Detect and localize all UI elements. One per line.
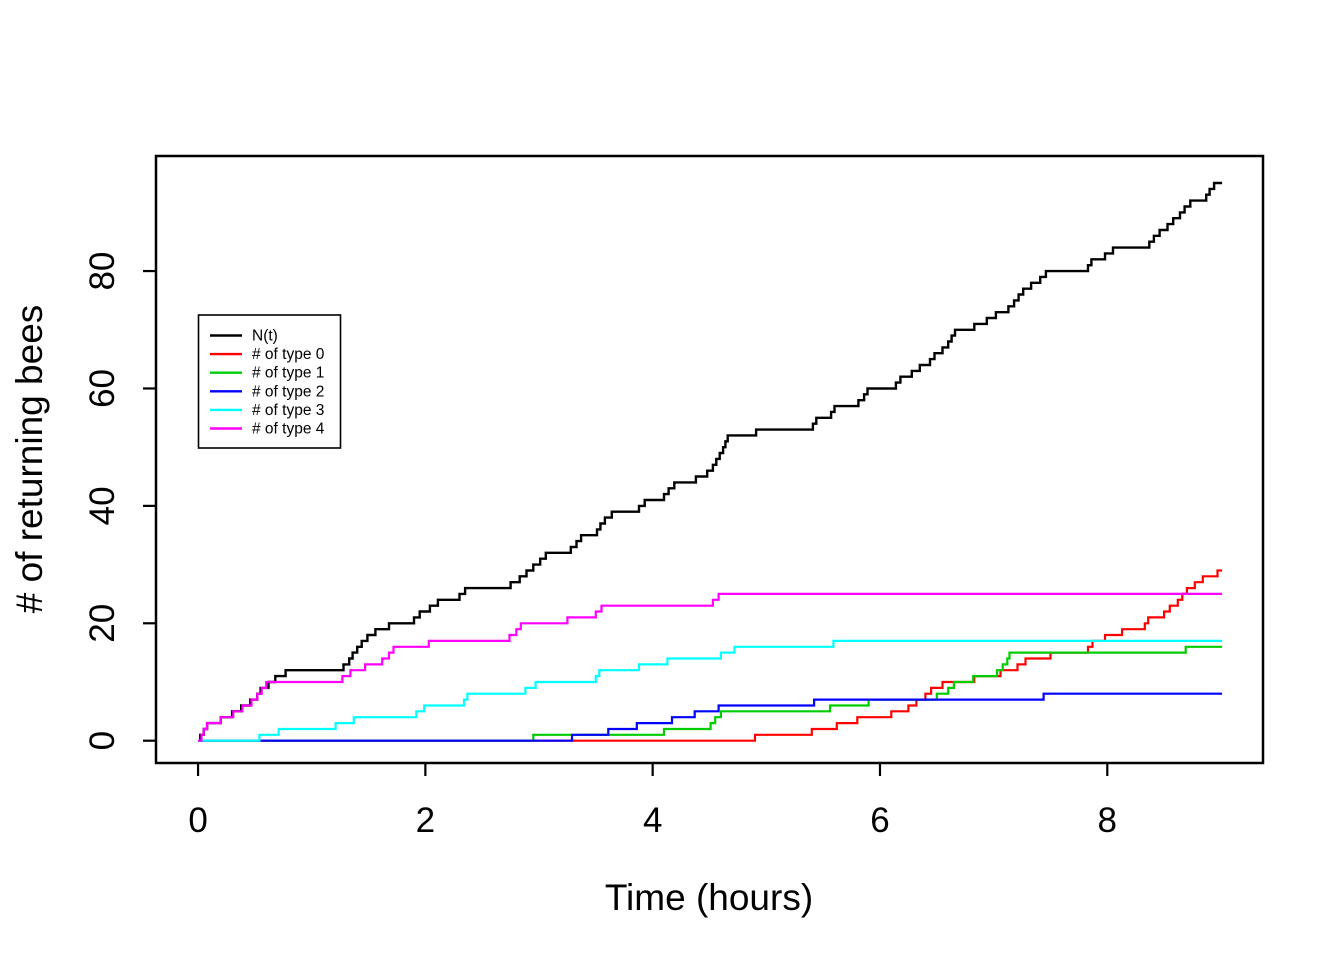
series-line--of-type-1: [198, 645, 1223, 742]
y-tick-label: 0: [83, 731, 122, 750]
plot-box: [154, 154, 1265, 765]
series-line--of-type-4: [198, 592, 1223, 742]
y-tick-label: 20: [83, 604, 122, 643]
x-tick-label: 4: [643, 801, 662, 840]
legend-entry-label: # of type 0: [252, 346, 325, 363]
series-line-n-t-: [198, 181, 1223, 742]
legend-entry-label: N(t): [252, 328, 278, 345]
x-tick-label: 6: [870, 801, 889, 840]
y-tick-label: 40: [83, 486, 122, 525]
x-axis: 0 2 4 6 8: [188, 763, 1117, 840]
series-line--of-type-3: [198, 639, 1223, 742]
series-lines: [198, 181, 1223, 742]
series-line--of-type-2: [198, 692, 1223, 742]
legend-entry-label: # of type 1: [252, 365, 324, 382]
legend-box: [197, 314, 342, 449]
y-axis: 0 20 40 60 80: [83, 252, 156, 750]
x-tick-label: 2: [416, 801, 435, 840]
y-tick-label: 60: [83, 369, 122, 408]
x-tick-label: 0: [188, 801, 207, 840]
y-tick-label: 80: [83, 252, 122, 291]
legend-entry-label: # of type 2: [252, 383, 324, 400]
legend-entry-label: # of type 4: [252, 421, 325, 438]
series-line--of-type-0: [198, 569, 1223, 742]
legend: N(t)# of type 0 # of type 1# of type 2 # o…: [197, 314, 342, 449]
x-tick-label: 8: [1098, 801, 1117, 840]
legend-entry-label: # of type 3: [252, 402, 324, 419]
x-axis-title: Time (hours): [605, 877, 813, 918]
y-axis-title: # of returning bees: [9, 305, 50, 614]
